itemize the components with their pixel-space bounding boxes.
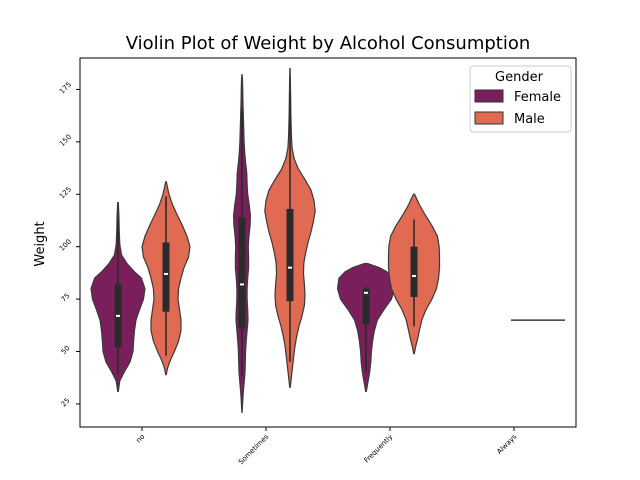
legend-title: Gender — [495, 70, 544, 85]
y-tick-label-25: 25 — [60, 397, 72, 409]
legend-swatch-male — [474, 111, 504, 125]
y-axis-label: Weight — [33, 221, 48, 266]
plot-frame — [79, 57, 577, 428]
x-tick-label-no: no — [135, 433, 147, 445]
chart-title: Violin Plot of Weight by Alcohol Consump… — [126, 33, 531, 54]
legend-label-female: Female — [514, 90, 561, 105]
y-tick-label-50: 50 — [60, 344, 72, 356]
violin-male-no-iqr-box — [162, 242, 170, 312]
legend: Gender Female Male — [469, 65, 572, 133]
violin-male-frequently-iqr-box — [410, 246, 418, 298]
violin-male-sometimes-iqr-box — [286, 208, 294, 302]
y-tick-label-75: 75 — [60, 292, 72, 304]
legend-swatch-female — [474, 89, 504, 103]
legend-label-male: Male — [514, 112, 545, 127]
violin-female-sometimes-iqr-box — [238, 217, 246, 329]
violin-female-frequently-iqr-box — [362, 288, 370, 325]
